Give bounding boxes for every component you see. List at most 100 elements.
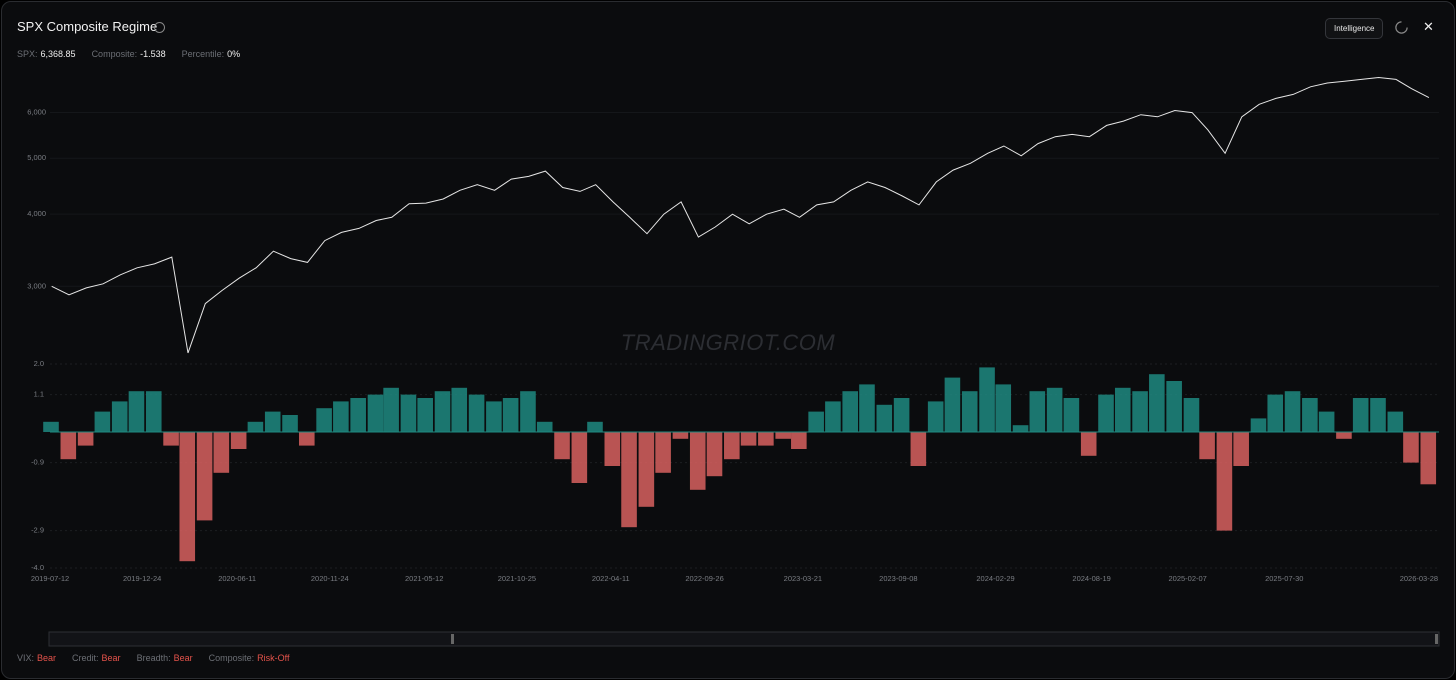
y-tick-label: -0.9	[31, 458, 44, 467]
composite-bar	[1149, 374, 1165, 432]
stat: SPX: 6,368.85	[17, 49, 76, 59]
composite-bar	[247, 421, 264, 432]
y-tick-label: 6,000	[27, 108, 46, 117]
stat: VIX: Bear	[17, 653, 56, 663]
composite-bar	[486, 401, 502, 432]
stat-value: Bear	[101, 653, 121, 663]
composite-bar	[282, 415, 298, 432]
composite-bar	[1098, 394, 1114, 432]
composite-bar	[775, 432, 791, 439]
composite-bar	[554, 432, 570, 460]
x-tick-label: 2019-12-24	[123, 574, 161, 583]
composite-bar	[876, 404, 893, 432]
stat-label: Credit:	[72, 653, 99, 663]
composite-bar	[1284, 391, 1301, 432]
composite-bar	[367, 394, 384, 432]
composite-bar	[94, 411, 111, 432]
composite-bar	[1012, 425, 1029, 432]
composite-bar	[859, 384, 875, 432]
x-tick-label: 2021-10-25	[498, 574, 536, 583]
stat-value: Bear	[173, 653, 193, 663]
composite-bar	[43, 421, 59, 432]
x-tick-label: 2025-02-07	[1168, 574, 1206, 583]
composite-bar	[927, 401, 944, 432]
composite-bar	[1114, 387, 1131, 432]
navigator[interactable]	[48, 631, 1440, 647]
composite-bar	[264, 411, 281, 432]
composite-bar	[145, 391, 162, 432]
composite-bar	[1132, 391, 1148, 432]
composite-bar	[1063, 398, 1080, 432]
composite-bar	[587, 421, 603, 432]
composite-bar	[910, 432, 927, 466]
composite-bar	[655, 432, 671, 473]
stat: Composite: -1.538	[92, 49, 166, 59]
composite-bar	[520, 391, 536, 432]
composite-bar	[128, 391, 145, 432]
composite-bar	[1336, 432, 1352, 439]
navigator-handle[interactable]	[451, 634, 454, 644]
composite-bar	[417, 398, 433, 432]
y-tick-label: 1.1	[34, 390, 44, 399]
x-tick-label: 2021-05-12	[405, 574, 443, 583]
close-button[interactable]: ✕	[1423, 19, 1434, 34]
composite-bar	[163, 432, 179, 446]
x-tick-label: 2019-07-12	[31, 574, 69, 583]
price-line	[51, 76, 1430, 354]
composite-bar	[77, 432, 94, 446]
title: SPX Composite Regime	[17, 19, 158, 34]
composite-bar	[1387, 411, 1404, 432]
composite-bar	[825, 401, 841, 432]
composite-bar	[672, 432, 689, 439]
composite-bar	[1166, 381, 1182, 432]
stat-label: SPX:	[17, 49, 38, 59]
composite-bar	[213, 432, 230, 473]
composite-bar	[1199, 432, 1215, 460]
composite-bar	[791, 432, 807, 449]
x-tick-label: 2026-03-28	[1400, 574, 1438, 583]
composite-bar	[1046, 387, 1063, 432]
composite-bar	[1420, 432, 1437, 485]
x-tick-label: 2023-03-21	[784, 574, 822, 583]
info-icon[interactable]	[154, 22, 165, 33]
y-tick-label: 5,000	[27, 153, 46, 162]
y-tick-label: 4,000	[27, 209, 46, 218]
x-tick-label: 2023-09-08	[879, 574, 917, 583]
stat: Breadth: Bear	[137, 653, 193, 663]
stat-label: Composite:	[91, 49, 138, 59]
x-tick-label: 2022-09-26	[685, 574, 723, 583]
composite-bar	[179, 432, 196, 562]
composite-bar	[604, 432, 621, 466]
composite-bar	[451, 387, 468, 432]
stat: Composite: Risk-Off	[209, 653, 290, 663]
x-tick-label: 2024-08-19	[1072, 574, 1110, 583]
composite-bar	[230, 432, 247, 449]
watermark: TRADINGRIOT.COM	[621, 330, 836, 355]
stat: Percentile: 0%	[182, 49, 241, 59]
composite-bar	[1267, 394, 1284, 432]
stat-value: Bear	[37, 653, 57, 663]
navigator-handle[interactable]	[1435, 634, 1438, 644]
composite-bar	[1029, 391, 1046, 432]
y-tick-label: 3,000	[27, 281, 46, 290]
composite-bar	[350, 398, 366, 432]
composite-bar	[1302, 398, 1318, 432]
composite-bar	[638, 432, 655, 507]
composite-bar	[1216, 432, 1233, 531]
composite-bar	[1352, 398, 1369, 432]
stat-value: Risk-Off	[257, 653, 290, 663]
refresh-icon[interactable]	[1394, 20, 1409, 35]
composite-bar	[1370, 398, 1386, 432]
stat-value: 0%	[227, 49, 241, 59]
composite-bar	[299, 432, 315, 446]
composite-bar	[893, 398, 910, 432]
composite-bar	[333, 401, 349, 432]
intelligence-button[interactable]: Intelligence	[1325, 18, 1384, 39]
stat: Credit: Bear	[72, 653, 121, 663]
status-bar: VIX: Bear Credit: Bear Breadth: Bear Composite…	[17, 653, 289, 663]
stat-label: VIX:	[17, 653, 35, 663]
composite-bar	[621, 432, 637, 528]
